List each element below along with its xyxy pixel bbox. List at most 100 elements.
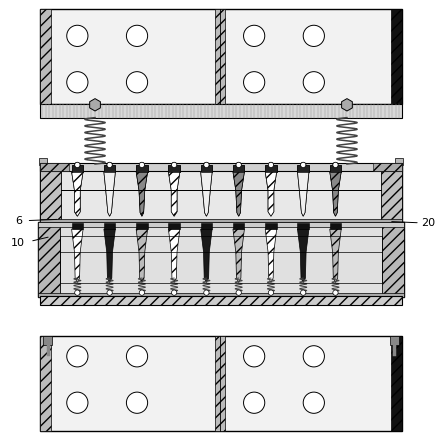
- Circle shape: [204, 162, 209, 167]
- Circle shape: [301, 290, 306, 295]
- Bar: [390, 335, 399, 345]
- Bar: [297, 165, 309, 171]
- Bar: [104, 165, 115, 171]
- Text: 20: 20: [421, 218, 435, 228]
- Polygon shape: [342, 99, 352, 111]
- Bar: [233, 165, 244, 171]
- Circle shape: [268, 162, 274, 167]
- Bar: [136, 165, 148, 171]
- Text: 6: 6: [15, 216, 23, 225]
- Circle shape: [67, 25, 88, 47]
- Polygon shape: [233, 171, 244, 216]
- Circle shape: [67, 72, 88, 93]
- Bar: [39, 158, 47, 165]
- Bar: [40, 9, 51, 105]
- Bar: [201, 223, 212, 229]
- Bar: [382, 222, 404, 297]
- Bar: [38, 222, 404, 297]
- Bar: [40, 165, 61, 222]
- Bar: [265, 165, 277, 171]
- Circle shape: [244, 346, 265, 367]
- Polygon shape: [201, 229, 212, 283]
- Bar: [104, 223, 115, 229]
- Polygon shape: [330, 171, 341, 216]
- Bar: [297, 165, 309, 171]
- Bar: [330, 165, 341, 171]
- Polygon shape: [136, 171, 148, 216]
- Polygon shape: [90, 99, 100, 111]
- Polygon shape: [330, 171, 341, 216]
- Bar: [381, 165, 402, 222]
- Polygon shape: [330, 229, 341, 283]
- Bar: [297, 223, 309, 229]
- Bar: [201, 165, 212, 171]
- Polygon shape: [265, 229, 277, 283]
- Bar: [391, 336, 402, 431]
- Bar: [40, 296, 402, 306]
- Circle shape: [301, 162, 306, 167]
- Bar: [60, 236, 382, 284]
- Circle shape: [303, 25, 324, 47]
- Bar: [136, 165, 148, 171]
- Polygon shape: [233, 229, 244, 283]
- Bar: [72, 223, 83, 229]
- Circle shape: [126, 25, 148, 47]
- Circle shape: [303, 392, 324, 413]
- Bar: [215, 336, 225, 431]
- Circle shape: [171, 290, 177, 295]
- Circle shape: [244, 72, 265, 93]
- Circle shape: [303, 346, 324, 367]
- Bar: [391, 9, 402, 105]
- Polygon shape: [168, 229, 180, 283]
- Bar: [330, 223, 341, 229]
- Polygon shape: [72, 171, 83, 216]
- Circle shape: [236, 162, 241, 167]
- Circle shape: [139, 162, 145, 167]
- Bar: [168, 223, 180, 229]
- Bar: [215, 9, 225, 105]
- Bar: [38, 223, 404, 296]
- Polygon shape: [104, 171, 115, 216]
- Polygon shape: [168, 171, 180, 216]
- Polygon shape: [265, 171, 277, 216]
- Polygon shape: [72, 171, 83, 216]
- Circle shape: [171, 162, 177, 167]
- Circle shape: [303, 72, 324, 93]
- Circle shape: [67, 346, 88, 367]
- Bar: [265, 223, 277, 229]
- Polygon shape: [297, 229, 309, 283]
- Bar: [330, 165, 341, 171]
- Bar: [233, 223, 244, 229]
- Bar: [265, 165, 277, 171]
- Text: 10: 10: [11, 238, 25, 248]
- Polygon shape: [201, 171, 212, 216]
- Polygon shape: [233, 171, 244, 216]
- Circle shape: [107, 290, 112, 295]
- Circle shape: [244, 392, 265, 413]
- Circle shape: [333, 290, 338, 295]
- Circle shape: [126, 346, 148, 367]
- Circle shape: [204, 290, 209, 295]
- Bar: [40, 9, 402, 105]
- Polygon shape: [297, 171, 309, 216]
- Polygon shape: [104, 171, 115, 216]
- Bar: [40, 219, 402, 222]
- Circle shape: [107, 162, 112, 167]
- Circle shape: [139, 290, 145, 295]
- Bar: [233, 165, 244, 171]
- Bar: [72, 165, 83, 171]
- Bar: [40, 165, 402, 222]
- Circle shape: [236, 162, 241, 167]
- Circle shape: [75, 162, 80, 167]
- Bar: [38, 222, 404, 227]
- Circle shape: [268, 162, 274, 167]
- Polygon shape: [265, 171, 277, 216]
- Polygon shape: [104, 229, 115, 283]
- Circle shape: [75, 290, 80, 295]
- Bar: [201, 165, 212, 171]
- Polygon shape: [168, 171, 180, 216]
- Bar: [40, 165, 402, 170]
- Circle shape: [268, 290, 274, 295]
- Bar: [72, 165, 83, 171]
- Circle shape: [244, 25, 265, 47]
